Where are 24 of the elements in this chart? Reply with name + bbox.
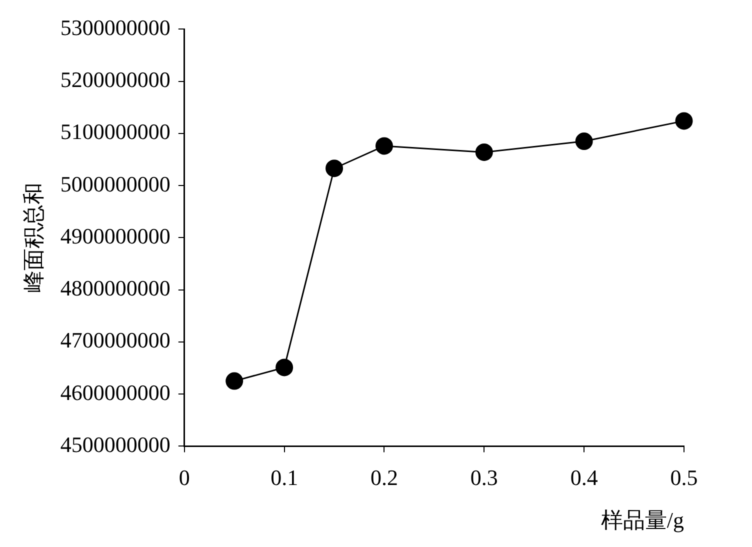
x-tick-label: 0.2 (370, 465, 398, 490)
x-axis-title: 样品量/g (600, 508, 684, 533)
point (675, 112, 693, 130)
y-tick-label: 5100000000 (60, 119, 170, 144)
point (226, 372, 244, 390)
y-tick-label: 4900000000 (60, 223, 170, 248)
x-tick-label: 0.1 (270, 465, 298, 490)
y-axis-title: 峰面积总和 (20, 182, 46, 293)
point (375, 137, 393, 155)
point (575, 132, 593, 150)
y-tick-label: 4700000000 (60, 328, 170, 353)
y-tick-label: 5300000000 (60, 14, 170, 40)
y-tick-label: 4600000000 (60, 380, 170, 405)
x-tick-label: 0.5 (670, 465, 698, 490)
point (326, 160, 344, 178)
y-tick-label: 4800000000 (60, 276, 170, 301)
x-tick-label: 0 (178, 465, 190, 490)
x-tick-label: 0.3 (470, 465, 498, 490)
y-tick-label: 5000000000 (60, 171, 170, 196)
y-tick-label: 4500000000 (60, 432, 170, 457)
point (475, 143, 493, 161)
y-tick-label: 5200000000 (60, 67, 170, 92)
point (276, 358, 294, 376)
x-tick-label: 0.4 (570, 465, 598, 490)
